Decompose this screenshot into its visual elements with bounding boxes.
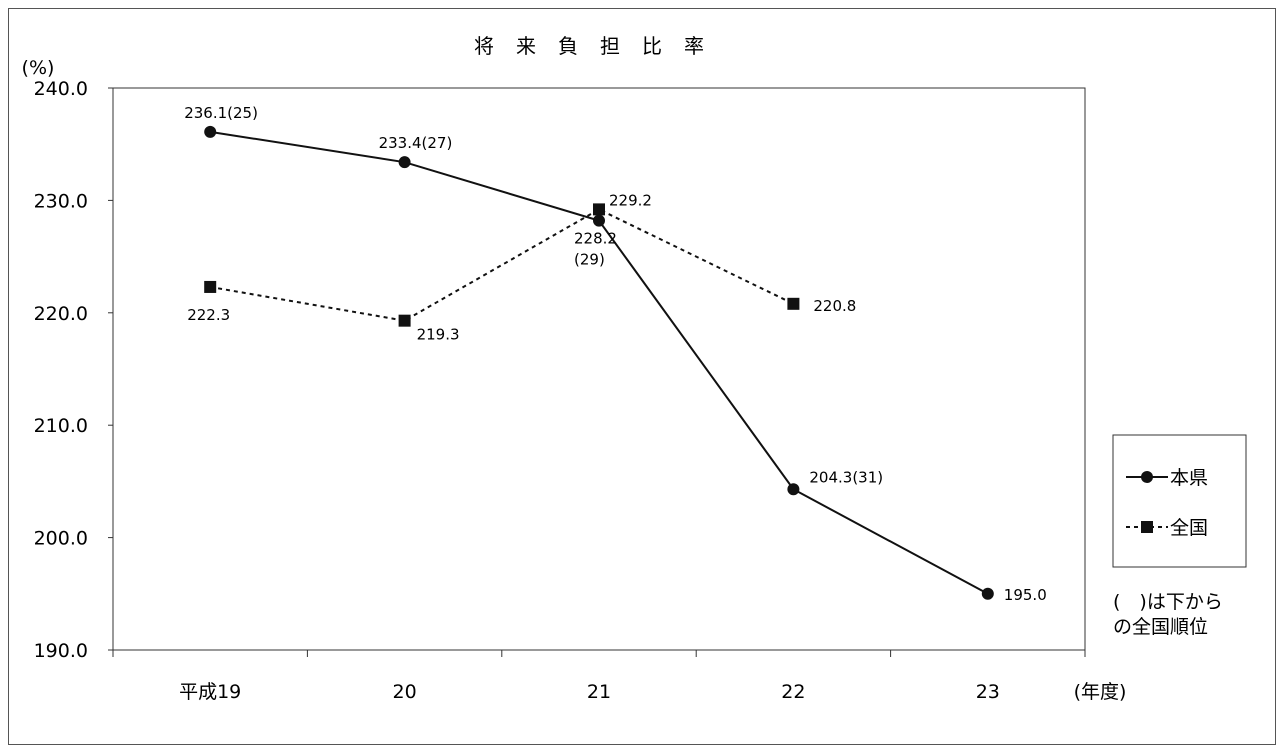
x-axis: 平成19 20 21 22 23 <box>112 650 1086 703</box>
data-label: 222.3 <box>187 306 230 324</box>
data-point-square <box>204 280 217 293</box>
y-tick-label: 190.0 <box>34 640 88 662</box>
legend-item: 全国 <box>1126 517 1208 539</box>
chart-title: 将来負担比率 <box>474 34 726 58</box>
series-layer: 236.1(25) 233.4(27) 228.2 204.3(31) 195.0 (29… <box>184 104 1047 604</box>
legend-square-marker <box>1141 521 1153 533</box>
y-axis-unit-label: (%) <box>22 57 55 79</box>
y-tick-label: 200.0 <box>34 528 88 550</box>
legend-label: 全国 <box>1170 517 1208 539</box>
series-line <box>210 130 989 595</box>
legend-circle-marker <box>1141 471 1153 483</box>
series-national <box>204 203 800 327</box>
x-tick-label: 23 <box>976 681 1000 703</box>
data-label: 204.3(31) <box>809 468 883 486</box>
series-prefecture <box>204 125 994 600</box>
y-tick-label: 210.0 <box>34 415 88 437</box>
series-line <box>210 208 794 322</box>
data-label: 229.2 <box>609 191 652 209</box>
y-tick-label: 240.0 <box>34 78 88 100</box>
data-point-circle <box>787 483 800 496</box>
data-label: 236.1(25) <box>184 104 258 122</box>
data-point-square <box>787 297 800 310</box>
data-point-square <box>398 314 411 327</box>
y-axis: 240.0 230.0 220.0 210.0 200.0 190.0 <box>34 78 113 662</box>
data-point-circle <box>593 214 605 227</box>
x-tick-label: 21 <box>587 681 611 703</box>
data-labels: 236.1(25) 233.4(27) 228.2 204.3(31) 195.0 (29… <box>184 104 1047 604</box>
data-label: 233.4(27) <box>379 134 453 152</box>
data-point-circle <box>204 125 217 138</box>
data-label: 228.2 <box>574 230 617 248</box>
data-label: 219.3 <box>417 326 460 344</box>
data-label: 220.8 <box>813 297 856 315</box>
data-point-circle <box>398 156 411 169</box>
plot-area <box>112 87 1086 651</box>
legend-item: 本県 <box>1126 467 1208 489</box>
legend-label: 本県 <box>1170 467 1208 489</box>
chart-frame <box>8 8 1276 745</box>
x-tick-label: 22 <box>781 681 805 703</box>
x-axis-unit-label: (年度) <box>1074 681 1127 703</box>
legend-box <box>1112 434 1247 568</box>
x-tick-label: 20 <box>393 681 417 703</box>
x-tick-label: 平成19 <box>179 681 241 703</box>
y-tick-label: 220.0 <box>34 303 88 325</box>
data-point-square <box>593 203 605 216</box>
y-tick-label: 230.0 <box>34 190 88 212</box>
data-label-rank: (29) <box>574 251 605 269</box>
data-point-circle <box>981 587 994 600</box>
rank-note-line: ( )は下から <box>1113 591 1223 613</box>
data-label: 195.0 <box>1004 586 1047 604</box>
rank-note-line: の全国順位 <box>1113 616 1208 638</box>
